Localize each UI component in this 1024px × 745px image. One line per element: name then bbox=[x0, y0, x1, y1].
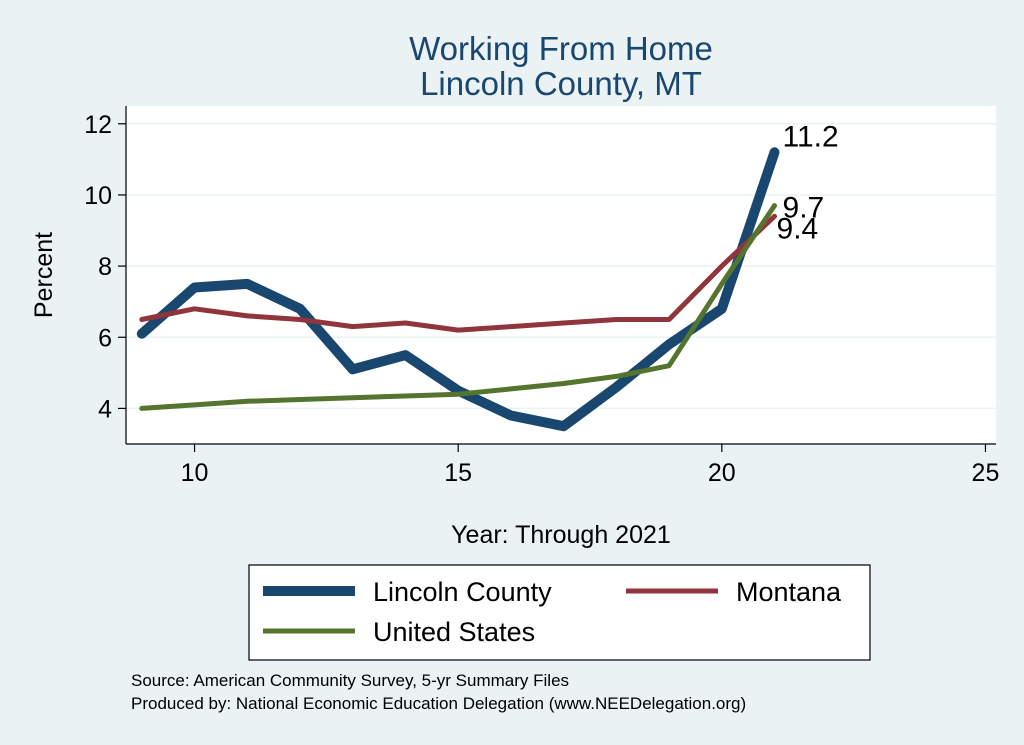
end-label-lincoln-county: 11.2 bbox=[783, 120, 839, 153]
y-tick-label: 6 bbox=[98, 324, 112, 352]
y-tick-label: 10 bbox=[84, 182, 112, 210]
producer-note: Produced by: National Economic Education… bbox=[131, 694, 746, 713]
legend-label-montana: Montana bbox=[736, 577, 842, 607]
y-axis-title: Percent bbox=[30, 232, 58, 318]
gridlines bbox=[126, 123, 996, 410]
x-tick-label: 25 bbox=[972, 459, 1000, 487]
x-tick-label: 10 bbox=[181, 459, 209, 487]
chart-subtitle: Lincoln County, MT bbox=[420, 65, 702, 102]
plot-area bbox=[126, 106, 996, 444]
x-tick-label: 15 bbox=[444, 459, 472, 487]
legend-box bbox=[248, 564, 871, 661]
series-lines bbox=[136, 147, 780, 432]
legend: Lincoln County Montana United States bbox=[248, 564, 871, 661]
series-line-united-states bbox=[139, 203, 777, 411]
y-tick-label: 4 bbox=[98, 395, 112, 423]
axis-ticks: 4 6 8 10 12 10 15 20 25 bbox=[84, 111, 999, 487]
end-label-montana: 9.4 bbox=[777, 212, 819, 245]
y-tick-label: 8 bbox=[98, 253, 112, 281]
legend-label-lincoln-county: Lincoln County bbox=[373, 577, 552, 607]
y-tick-label: 12 bbox=[84, 111, 112, 139]
legend-label-united-states: United States bbox=[373, 617, 535, 647]
end-labels: 11.2 9.49.7 bbox=[777, 120, 839, 245]
series-line-montana bbox=[139, 213, 777, 333]
x-axis-title: Year: Through 2021 bbox=[451, 521, 671, 549]
x-tick-label: 20 bbox=[708, 459, 736, 487]
chart-title: Working From Home bbox=[409, 30, 713, 67]
end-label-united-states: 9.7 bbox=[783, 192, 825, 225]
source-note: Source: American Community Survey, 5-yr … bbox=[131, 671, 569, 690]
series-line-lincoln-county bbox=[136, 147, 780, 432]
